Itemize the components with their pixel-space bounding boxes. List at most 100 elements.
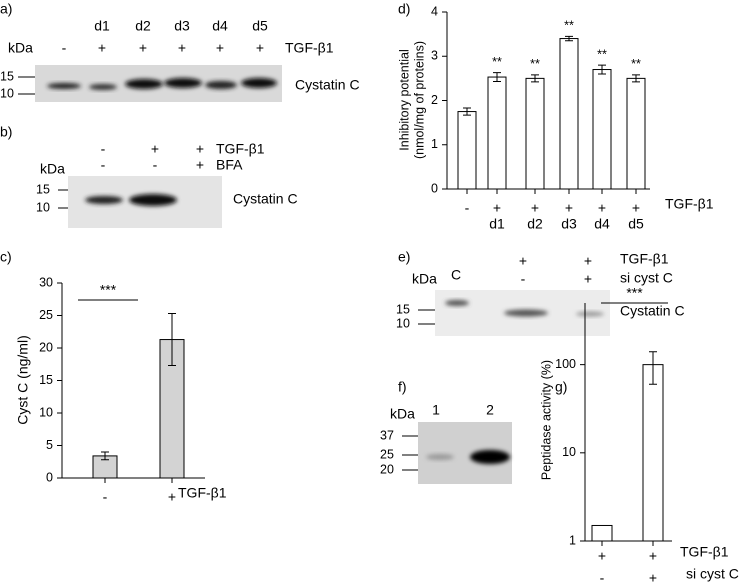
y-axis-label: Cyst C (ng/ml) [15, 335, 31, 424]
treatment-name: TGF-β1 [285, 40, 334, 56]
lane-label: d2 [135, 18, 151, 34]
bfa-name: BFA [216, 157, 243, 173]
bar [626, 77, 646, 190]
x-tick-label: + [632, 200, 640, 216]
treatment-label: + [216, 40, 224, 56]
y-tick-label: 3 [431, 49, 438, 63]
treatment-label: + [178, 40, 186, 56]
treatment-name: TGF-β1 [216, 141, 265, 157]
lane-label: d1 [94, 18, 110, 34]
y-tick-label: 10 [562, 445, 576, 459]
panel-label: c) [0, 249, 12, 265]
treatment-label: + [519, 253, 527, 269]
y-axis-label: Peptidase activity (%) [539, 360, 553, 480]
x-axis-label: si cyst C [686, 566, 739, 582]
si-label: + [584, 271, 592, 287]
significance: *** [100, 282, 117, 298]
lane-label: C [451, 267, 461, 283]
x-tick-label: + [493, 200, 501, 216]
marker-label: 10 [0, 86, 14, 100]
marker-label: 20 [380, 462, 394, 476]
protein-label: Cystatin C [233, 191, 298, 207]
error-bar [463, 107, 471, 116]
bfa-label: - [153, 157, 158, 173]
y-tick-label: 15 [39, 373, 53, 387]
lane-label: d3 [174, 18, 190, 34]
error-bar [632, 74, 640, 83]
x-tick-label: + [598, 200, 606, 216]
panel-label: g) [555, 379, 567, 395]
y-tick-label: 100 [555, 357, 576, 371]
blot-e-image [435, 290, 610, 336]
x-tick-label: + [649, 548, 657, 564]
si-name: si cyst C [620, 270, 673, 286]
marker-label: 25 [380, 447, 394, 461]
y-tick-label: 10 [39, 405, 53, 419]
error-bar [531, 74, 539, 83]
x-tick-label: d2 [527, 216, 543, 232]
treatment-label: + [151, 141, 159, 157]
y-tick-label: 1 [569, 533, 576, 547]
significance: *** [626, 285, 643, 301]
unit-label: kDa [40, 161, 65, 177]
x-tick-label: - [600, 570, 605, 582]
treatment-label: - [101, 141, 106, 157]
error-bar [493, 72, 501, 82]
y-tick-label: 20 [39, 340, 53, 354]
x-tick-label: d4 [594, 216, 610, 232]
x-tick-label: - [465, 200, 470, 216]
x-tick-label: + [649, 570, 657, 582]
unit-label: kDa [8, 40, 33, 56]
protein-label: Cystatin C [295, 77, 360, 93]
significance: ** [631, 57, 641, 71]
panel-label: e) [398, 249, 410, 265]
unit-label: kDa [412, 271, 437, 287]
marker-ticks [18, 76, 435, 471]
bar [457, 111, 477, 190]
error-bar [101, 451, 109, 461]
panel-label: d) [398, 1, 410, 17]
panel-label: b) [0, 124, 12, 140]
x-tick-label: + [531, 200, 539, 216]
marker-label: 10 [36, 200, 50, 214]
error-bar [565, 35, 573, 42]
y-tick-label: 0 [46, 470, 53, 484]
treatment-label: + [196, 141, 204, 157]
treatment-name: TGF-β1 [620, 251, 669, 267]
panel-label: f) [398, 379, 407, 395]
lane-label: d5 [252, 18, 268, 34]
x-tick-label: d5 [628, 216, 644, 232]
blot-a-image [35, 65, 282, 102]
bar [591, 524, 613, 542]
significance: ** [564, 19, 574, 33]
y-tick-label: 30 [39, 275, 53, 289]
bar [525, 77, 545, 190]
y-tick-label: 0 [431, 181, 438, 195]
x-tick-label: d3 [561, 216, 577, 232]
bfa-label: - [101, 157, 106, 173]
error-bar [649, 351, 657, 385]
x-tick-label: - [103, 489, 108, 505]
bar [487, 76, 507, 190]
marker-label: 15 [36, 182, 50, 196]
y-tick-label: 4 [431, 4, 438, 18]
unit-label: kDa [390, 406, 415, 422]
blot-f-image [418, 422, 512, 484]
lane-label: d4 [212, 18, 228, 34]
treatment-label: - [62, 40, 67, 56]
treatment-label: + [584, 253, 592, 269]
significance: ** [530, 57, 540, 71]
marker-label: 37 [380, 428, 394, 442]
y-tick-label: 2 [431, 93, 438, 107]
y-tick-label: 25 [39, 308, 53, 322]
bar [642, 364, 664, 542]
x-tick-label: d1 [489, 216, 505, 232]
marker-label: 10 [396, 316, 410, 330]
protein-label: Cystatin C [620, 303, 685, 319]
x-tick-label: + [598, 548, 606, 564]
x-axis-label: TGF-β1 [665, 196, 714, 212]
error-bar [168, 313, 176, 367]
error-bar [598, 64, 606, 75]
